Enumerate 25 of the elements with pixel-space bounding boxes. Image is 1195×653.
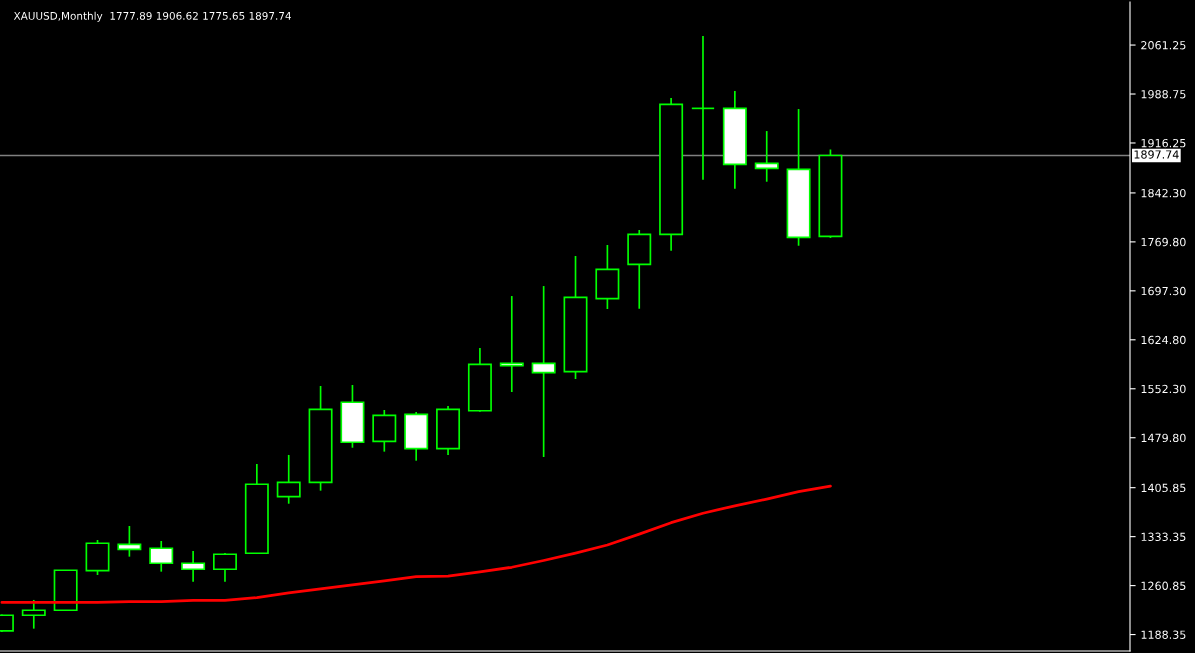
- candlestick: [722, 90, 747, 190]
- candlestick: [531, 285, 556, 458]
- ref-line-label: 1897.74: [1134, 150, 1179, 159]
- candlestick: [754, 130, 779, 183]
- y-tick-label: 1842.30: [1141, 188, 1186, 198]
- candlestick: [149, 540, 174, 573]
- y-tick-label: 1769.80: [1141, 237, 1186, 247]
- candlestick: [659, 97, 684, 252]
- y-tick-label: 1333.35: [1141, 532, 1186, 542]
- candlestick: [181, 550, 206, 583]
- y-tick-label: 1988.75: [1141, 89, 1186, 99]
- candlestick: [690, 35, 715, 181]
- line-series: [0, 484, 832, 604]
- y-tick-label: 1260.85: [1141, 581, 1186, 590]
- y-tick-label: 2061.25: [1141, 41, 1186, 50]
- y-tick-label: 1552.30: [1141, 384, 1186, 394]
- text: XAUUSD,Monthly 1777.89 1906.62 1775.65 1897.74: [13, 11, 291, 22]
- y-tick-label: 1405.85: [1141, 483, 1186, 493]
- y-tick-label: 1697.30: [1141, 286, 1186, 296]
- candlestick: [276, 454, 301, 505]
- y-tick-label: 1916.25: [1141, 138, 1186, 148]
- y-tick-label: 1188.35: [1141, 630, 1186, 639]
- y-tick-label: 1624.80: [1141, 335, 1186, 345]
- y-tick-label: 1479.80: [1141, 433, 1186, 443]
- candlestick: [499, 295, 524, 393]
